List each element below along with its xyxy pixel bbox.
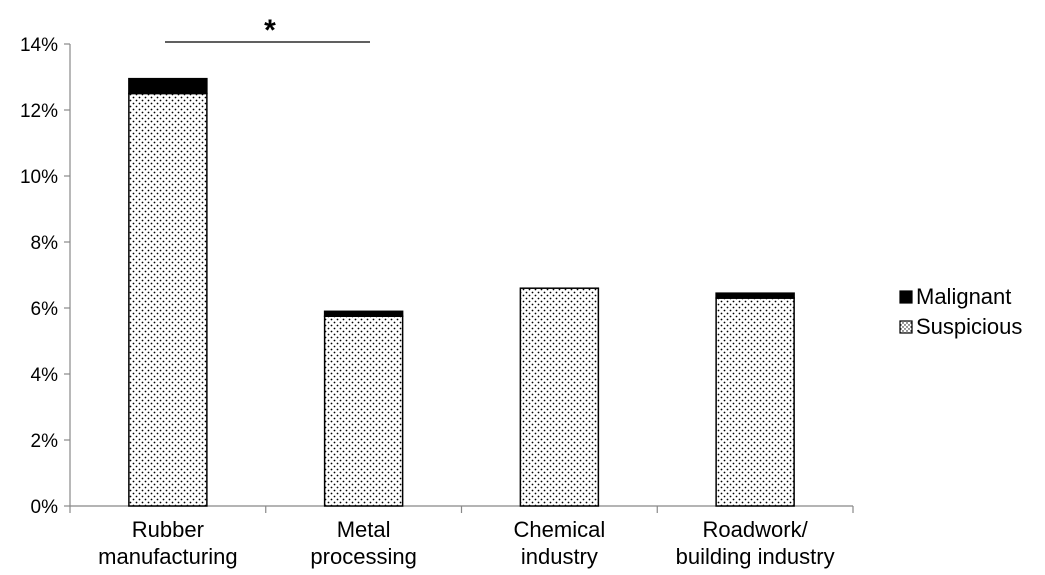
bar-suspicious-1 bbox=[323, 315, 404, 507]
x-category-label: Rubber bbox=[132, 517, 204, 542]
y-tick-label: 14% bbox=[20, 35, 58, 56]
y-tick-label: 12% bbox=[20, 101, 58, 122]
x-category-label: building industry bbox=[676, 544, 835, 569]
x-category-label: Roadwork/ bbox=[703, 517, 809, 542]
bar-suspicious-0 bbox=[128, 92, 208, 507]
legend-swatch-suspicious bbox=[899, 320, 913, 334]
bar-malignant-0 bbox=[128, 77, 208, 95]
y-tick-label: 6% bbox=[31, 299, 59, 320]
x-category-label: Chemical bbox=[514, 517, 606, 542]
legend-label-malignant: Malignant bbox=[916, 284, 1011, 309]
x-category-label: manufacturing bbox=[98, 544, 237, 569]
y-tick-label: 8% bbox=[31, 233, 59, 254]
x-category-label: processing bbox=[310, 544, 416, 569]
bars bbox=[128, 77, 795, 507]
y-tick-label: 2% bbox=[31, 431, 59, 452]
y-tick-label: 0% bbox=[31, 497, 59, 518]
bar-suspicious-3 bbox=[715, 297, 795, 507]
significance-annotation: * bbox=[165, 14, 370, 47]
legend-label-suspicious: Suspicious bbox=[916, 314, 1022, 339]
legend: Malignant Suspicious bbox=[899, 284, 1022, 339]
y-tick-label: 10% bbox=[20, 167, 58, 188]
bar-suspicious-2 bbox=[519, 287, 600, 507]
y-tick-label: 4% bbox=[31, 365, 59, 386]
x-category-label: industry bbox=[521, 544, 598, 569]
bar-malignant-3 bbox=[715, 292, 795, 299]
x-category-label: Metal bbox=[337, 517, 391, 542]
legend-swatch-malignant bbox=[899, 290, 913, 304]
significance-star: * bbox=[264, 14, 276, 47]
bar-malignant-1 bbox=[323, 310, 404, 317]
